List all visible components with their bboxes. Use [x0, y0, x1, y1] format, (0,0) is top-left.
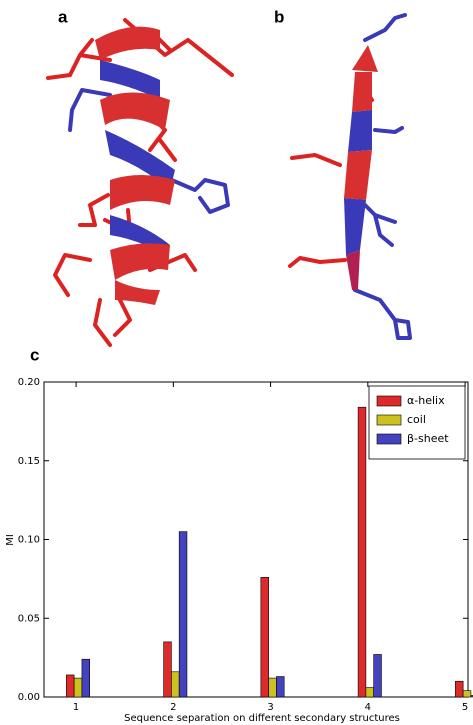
y-tick-label: 0.15	[18, 456, 40, 467]
bar	[260, 576, 269, 698]
strand-illustration: b	[274, 7, 412, 340]
bar	[365, 687, 374, 698]
y-tick-label: 0.10	[18, 535, 40, 546]
x-tick-label: 1	[73, 702, 79, 713]
bar	[73, 677, 83, 698]
x-tick-label: 2	[170, 702, 176, 713]
y-tick-label: 0.05	[18, 613, 40, 624]
panel-label: a	[58, 7, 68, 26]
x-axis-label: Sequence separation on different seconda…	[124, 713, 400, 724]
legend-swatch	[376, 414, 402, 426]
panel-label: c	[30, 345, 39, 364]
legend-label: coil	[407, 413, 426, 426]
bar	[470, 695, 473, 698]
bar	[268, 677, 277, 698]
legend-swatch	[376, 433, 402, 445]
x-tick-label: 3	[267, 702, 273, 713]
bar	[276, 676, 285, 698]
x-tick-label: 5	[462, 702, 468, 713]
bar	[373, 654, 382, 698]
bar	[66, 674, 75, 698]
bar	[171, 671, 180, 698]
legend-label: β-sheet	[407, 432, 449, 445]
legend-swatch	[376, 395, 402, 407]
bar	[81, 658, 91, 698]
bar	[455, 680, 464, 698]
bar	[357, 406, 367, 698]
y-axis-label: MI	[5, 534, 16, 546]
y-tick-label: 0.20	[18, 377, 40, 388]
bar	[178, 531, 188, 698]
bar	[163, 641, 172, 698]
bar	[462, 690, 472, 698]
panel-label: b	[274, 7, 284, 26]
x-tick-label: 4	[365, 702, 371, 713]
y-tick-label: 0.00	[18, 692, 40, 703]
helix-illustration: a	[46, 7, 234, 347]
legend-label: α-helix	[407, 394, 445, 407]
